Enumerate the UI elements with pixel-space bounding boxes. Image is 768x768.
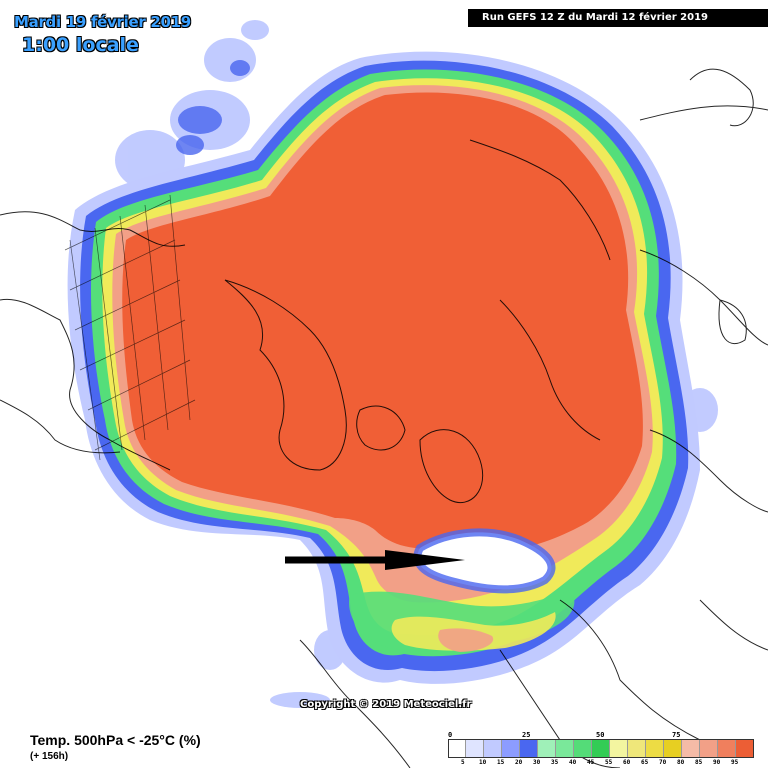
- legend-bottom-label: 20: [515, 759, 523, 766]
- legend-swatch: [718, 739, 736, 758]
- legend-swatch: [628, 739, 646, 758]
- legend-swatch: [682, 739, 700, 758]
- legend-top-label: 75: [672, 731, 681, 739]
- legend-bottom-label: 65: [641, 759, 649, 766]
- blue-patches: [176, 60, 250, 155]
- legend-swatch: [502, 739, 520, 758]
- legend-swatch: [538, 739, 556, 758]
- legend-bottom-label: 55: [605, 759, 613, 766]
- legend-swatch: [574, 739, 592, 758]
- legend-bottom-label: 5: [461, 759, 465, 766]
- legend-frame: [448, 739, 754, 758]
- legend-top-label: 0: [448, 731, 453, 739]
- arrow-head: [385, 550, 465, 570]
- band-red: [122, 92, 643, 553]
- legend-swatch: [484, 739, 502, 758]
- legend-bottom-label: 30: [533, 759, 541, 766]
- legend-bottom-label: 90: [713, 759, 721, 766]
- legend-bottom-label: 80: [677, 759, 685, 766]
- legend-swatch: [592, 739, 610, 758]
- legend-bottom-label: 15: [497, 759, 505, 766]
- probability-bands: [67, 51, 700, 684]
- legend-swatch: [664, 739, 682, 758]
- legend-bottom-label: 10: [479, 759, 487, 766]
- legend-swatch: [466, 739, 484, 758]
- forecast-hour: 1:00 locale: [22, 34, 139, 56]
- legend-bottom-label: 85: [695, 759, 703, 766]
- forecast-lead-time: (+ 156h): [30, 751, 69, 762]
- europe-salmon-zone: [438, 628, 494, 652]
- field-title: Temp. 500hPa < -25°C (%): [30, 732, 201, 748]
- legend-swatch: [448, 739, 466, 758]
- legend-swatch: [700, 739, 718, 758]
- legend-swatch: [610, 739, 628, 758]
- legend-bottom-label: 40: [569, 759, 577, 766]
- legend-swatch: [520, 739, 538, 758]
- forecast-date: Mardi 19 février 2019: [14, 13, 191, 31]
- legend-top-label: 50: [596, 731, 605, 739]
- model-run-banner: Run GEFS 12 Z du Mardi 12 février 2019: [468, 9, 768, 27]
- legend-bottom-label: 60: [623, 759, 631, 766]
- legend-bottom-label: 35: [551, 759, 559, 766]
- europe-blue-ring: [413, 528, 556, 594]
- coastlines: [0, 68, 768, 768]
- legend-swatch: [556, 739, 574, 758]
- copyright-text: Copyright © 2019 Meteociel.fr: [300, 699, 472, 710]
- na-grid: [64, 194, 196, 461]
- europe-low-zone: [417, 532, 552, 590]
- legend-bottom-label: 70: [659, 759, 667, 766]
- legend-top-label: 25: [522, 731, 531, 739]
- legend-swatch: [646, 739, 664, 758]
- legend-bottom-label: 45: [587, 759, 595, 766]
- legend-bottom-label: 95: [731, 759, 739, 766]
- annotation-arrow: [285, 550, 465, 570]
